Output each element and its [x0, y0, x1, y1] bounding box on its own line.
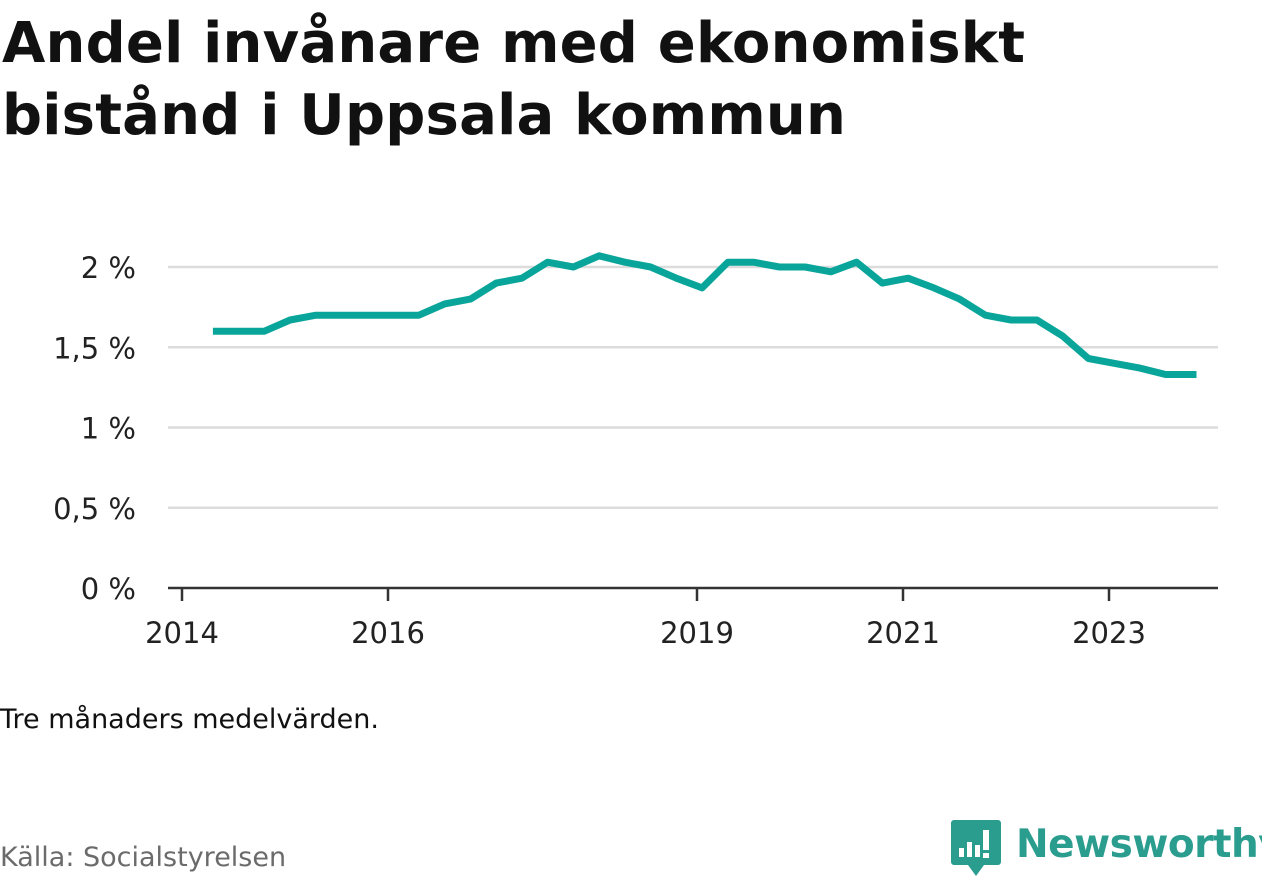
data-point — [853, 259, 860, 266]
newsworthy-logo-icon — [951, 820, 1001, 876]
grid-lines — [168, 265, 1218, 509]
source-credit: Källa: Socialstyrelsen — [0, 842, 287, 873]
data-point — [570, 264, 577, 271]
data-point — [467, 296, 474, 303]
data-point — [209, 328, 216, 335]
data-point — [415, 312, 422, 319]
data-point — [879, 280, 886, 287]
data-point — [827, 268, 834, 275]
data-point — [338, 312, 345, 319]
data-point — [1162, 371, 1169, 378]
data-point — [776, 264, 783, 271]
x-tick-label: 2021 — [866, 616, 940, 650]
data-point — [1033, 316, 1040, 323]
data-point — [493, 280, 500, 287]
data-point — [1059, 333, 1066, 340]
data-point — [750, 259, 757, 266]
data-point — [235, 328, 242, 335]
data-point — [287, 316, 294, 323]
data-point — [647, 264, 654, 271]
brand-name: Newsworthy — [1016, 822, 1262, 867]
data-point — [802, 264, 809, 271]
data-point — [1111, 360, 1118, 367]
data-point — [261, 328, 268, 335]
data-point — [724, 259, 731, 266]
data-point — [956, 296, 963, 303]
data-point — [673, 275, 680, 282]
y-tick-label: 0,5 % — [53, 492, 136, 526]
brand-logo[interactable]: Newsworthy — [950, 818, 1262, 878]
x-tick-label: 2016 — [351, 616, 425, 650]
line-chart: 0 % 0,5 % 1 % 1,5 % 2 % 2014 2016 2019 2021 2023 — [53, 251, 1218, 650]
data-point — [982, 312, 989, 319]
y-tick-label: 2 % — [81, 251, 136, 285]
data-point — [544, 259, 551, 266]
y-tick-label: 1 % — [81, 412, 136, 446]
x-tick-label: 2023 — [1072, 616, 1146, 650]
x-tick-label: 2014 — [145, 616, 219, 650]
x-tick-label: 2019 — [660, 616, 734, 650]
data-point — [1136, 365, 1143, 372]
y-tick-label: 1,5 % — [53, 331, 136, 365]
data-point — [930, 284, 937, 291]
data-point — [312, 312, 319, 319]
data-point — [699, 284, 706, 291]
data-point — [596, 252, 603, 259]
series-line — [212, 252, 1197, 378]
data-point — [1085, 355, 1092, 362]
y-tick-label: 0 % — [81, 572, 136, 606]
x-axis: 2014 2016 2019 2021 2023 — [145, 586, 1218, 650]
data-point — [518, 275, 525, 282]
series-lines — [209, 252, 1200, 378]
data-point — [390, 312, 397, 319]
chart-title: Andel invånare med ekonomiskt bistånd i … — [2, 11, 1026, 148]
data-point — [364, 312, 371, 319]
data-point — [621, 259, 628, 266]
data-point — [1008, 316, 1015, 323]
data-point — [905, 275, 912, 282]
y-axis-tick-labels: 0 % 0,5 % 1 % 1,5 % 2 % — [53, 251, 136, 606]
data-point — [1193, 371, 1200, 378]
chart-note: Tre månaders medelvärden. — [0, 704, 379, 735]
data-point — [441, 300, 448, 307]
